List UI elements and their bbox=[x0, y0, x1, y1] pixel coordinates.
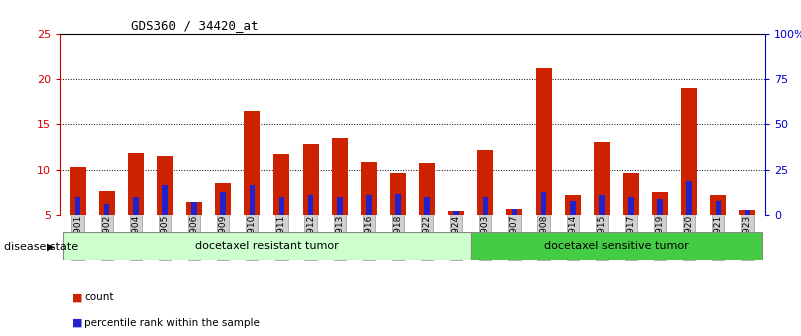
Bar bbox=[628, 197, 634, 215]
Bar bbox=[512, 209, 517, 215]
Bar bbox=[686, 180, 692, 215]
Bar bbox=[681, 88, 697, 215]
Bar bbox=[506, 209, 522, 215]
Text: percentile rank within the sample: percentile rank within the sample bbox=[84, 318, 260, 328]
Text: GDS360 / 34420_at: GDS360 / 34420_at bbox=[131, 19, 258, 33]
Bar bbox=[191, 202, 197, 215]
Bar bbox=[366, 195, 372, 215]
Bar bbox=[273, 154, 289, 215]
Bar bbox=[215, 183, 231, 215]
Bar bbox=[425, 197, 430, 215]
Bar bbox=[360, 162, 376, 215]
Bar bbox=[658, 199, 663, 215]
Bar bbox=[162, 185, 167, 215]
Bar bbox=[453, 210, 459, 215]
Bar bbox=[63, 232, 471, 260]
Bar bbox=[745, 210, 751, 215]
Bar bbox=[477, 150, 493, 215]
Text: docetaxel sensitive tumor: docetaxel sensitive tumor bbox=[544, 241, 689, 251]
Text: ■: ■ bbox=[72, 318, 83, 328]
Bar bbox=[565, 195, 581, 215]
Bar bbox=[337, 197, 343, 215]
Bar bbox=[157, 156, 173, 215]
Text: ■: ■ bbox=[72, 292, 83, 302]
Bar bbox=[70, 167, 86, 215]
Bar bbox=[104, 204, 110, 215]
Bar bbox=[482, 197, 488, 215]
Bar bbox=[419, 163, 435, 215]
Bar bbox=[303, 144, 319, 215]
Bar bbox=[133, 197, 139, 215]
Bar bbox=[652, 192, 668, 215]
Text: ▶: ▶ bbox=[47, 242, 54, 252]
Bar bbox=[449, 210, 465, 215]
Bar bbox=[244, 111, 260, 215]
Bar bbox=[599, 195, 605, 215]
Bar bbox=[594, 142, 610, 215]
Text: count: count bbox=[84, 292, 114, 302]
Bar bbox=[710, 195, 727, 215]
Bar bbox=[332, 138, 348, 215]
Bar bbox=[74, 197, 80, 215]
Bar bbox=[99, 191, 115, 215]
Bar bbox=[570, 202, 575, 215]
Bar bbox=[390, 173, 406, 215]
Text: disease state: disease state bbox=[4, 242, 78, 252]
Bar bbox=[128, 153, 144, 215]
Bar bbox=[186, 202, 202, 215]
Bar bbox=[739, 210, 755, 215]
Bar bbox=[279, 197, 284, 215]
Bar bbox=[715, 202, 721, 215]
Bar bbox=[395, 194, 400, 215]
Text: docetaxel resistant tumor: docetaxel resistant tumor bbox=[195, 241, 339, 251]
Bar bbox=[471, 232, 762, 260]
Bar bbox=[220, 192, 226, 215]
Bar bbox=[249, 185, 255, 215]
Bar bbox=[536, 68, 552, 215]
Bar bbox=[308, 195, 313, 215]
Bar bbox=[623, 173, 639, 215]
Bar bbox=[541, 192, 546, 215]
